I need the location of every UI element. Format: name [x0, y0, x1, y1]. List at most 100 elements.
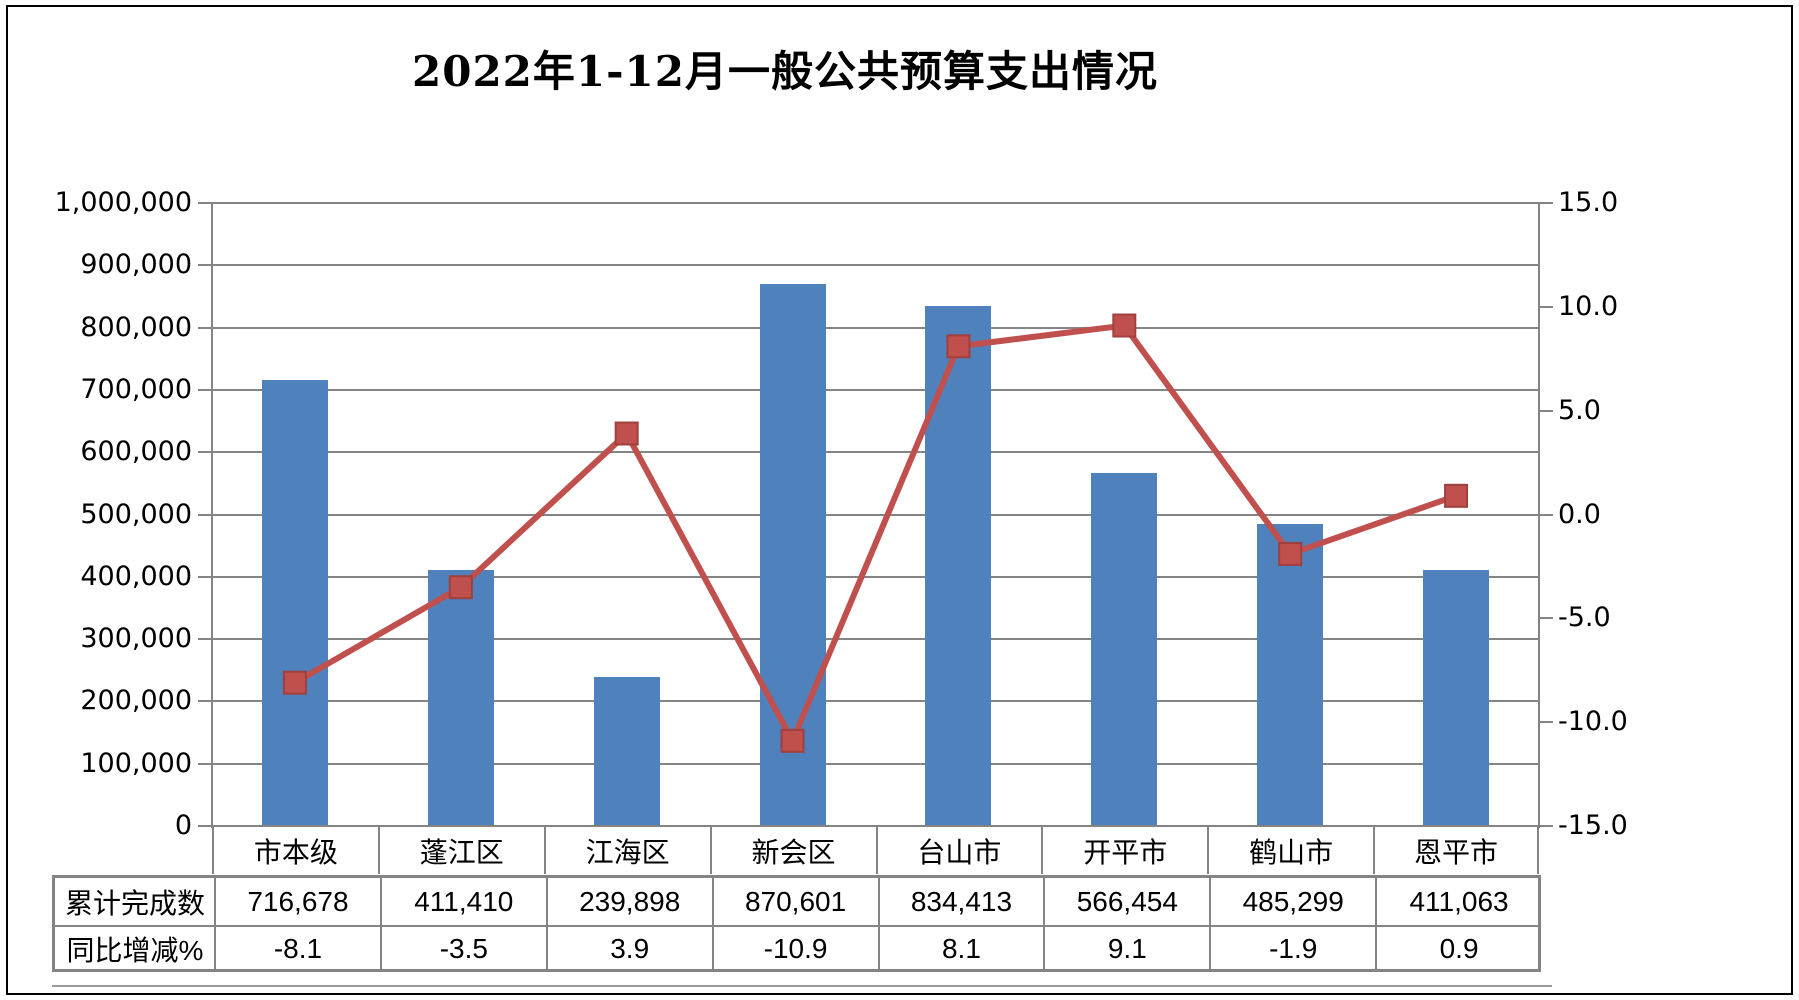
- left-axis-tick-label: 700,000: [80, 373, 192, 405]
- gridline: [212, 264, 1539, 267]
- category-label: 恩平市: [1373, 827, 1539, 874]
- right-axis-line: [1538, 203, 1540, 828]
- left-axis-tick-label: 100,000: [80, 747, 192, 779]
- table-cell: 485,299: [1242, 885, 1344, 917]
- gridline: [212, 638, 1539, 641]
- data-table: 累计完成数 716,678 411,410 239,898 870,601 834,413…: [52, 875, 1541, 972]
- right-tick: [1539, 513, 1553, 516]
- table-column-divider: [1043, 878, 1046, 969]
- table-row-divider: [55, 925, 1538, 927]
- bar: [593, 676, 660, 826]
- table-column-divider: [1209, 878, 1212, 969]
- bottom-axis-line: [198, 825, 1553, 827]
- right-axis-tick-label: 0.0: [1558, 498, 1601, 530]
- table-cell: -10.9: [763, 932, 828, 964]
- chart-title: 2022年1-12月一般公共预算支出情况: [412, 47, 1158, 96]
- left-axis-tick-label: 500,000: [80, 498, 192, 530]
- line-marker: [1278, 541, 1303, 566]
- line-marker: [1444, 483, 1469, 508]
- right-tick: [1539, 617, 1553, 620]
- left-tick: [198, 451, 212, 454]
- table-cell: 411,063: [1409, 885, 1509, 917]
- left-axis-tick-label: 600,000: [80, 436, 192, 468]
- line-marker: [780, 728, 805, 753]
- left-tick: [198, 513, 212, 516]
- right-axis-tick-label: -5.0: [1558, 602, 1611, 634]
- table-cell: -3.5: [439, 932, 488, 964]
- bar: [1091, 473, 1158, 826]
- bar: [427, 569, 494, 826]
- table-cell: -1.9: [1269, 932, 1318, 964]
- right-axis-tick-label: -10.0: [1558, 706, 1628, 738]
- left-axis-tick-label: 900,000: [80, 249, 192, 281]
- table-cell: 411,410: [414, 885, 514, 917]
- category-label: 鹤山市: [1207, 827, 1373, 874]
- category-label: 台山市: [875, 827, 1042, 874]
- left-tick: [198, 326, 212, 329]
- category-label: 蓬江区: [377, 827, 544, 874]
- bottom-rule: [52, 985, 1552, 987]
- table-cell: 239,898: [579, 885, 681, 917]
- gridline: [212, 202, 1539, 204]
- line-marker: [614, 421, 639, 446]
- line-marker: [946, 334, 971, 359]
- line-marker: [448, 575, 473, 600]
- table-cell: 8.1: [941, 932, 981, 964]
- category-label: 江海区: [543, 827, 710, 874]
- gridline: [212, 326, 1539, 329]
- gridline: [212, 762, 1539, 765]
- left-tick: [198, 388, 212, 391]
- category-label: 开平市: [1041, 827, 1207, 874]
- gridline: [212, 451, 1539, 454]
- table-row-header: 同比增减%: [66, 934, 204, 966]
- table-row-header: 累计完成数: [64, 887, 205, 919]
- table-cell: 9.1: [1107, 932, 1147, 964]
- right-tick: [1539, 202, 1553, 204]
- right-axis-tick-label: 10.0: [1558, 290, 1619, 322]
- left-tick: [198, 575, 212, 578]
- right-tick: [1539, 305, 1553, 308]
- line-series: [282, 313, 1469, 753]
- left-axis-tick-label: 200,000: [80, 685, 192, 717]
- left-tick: [198, 762, 212, 765]
- left-axis-tick-label: 800,000: [80, 311, 192, 343]
- table-column-divider: [877, 878, 880, 969]
- left-axis-line: [211, 203, 213, 828]
- right-axis-tick-label: -15.0: [1558, 810, 1628, 841]
- left-axis-tick-label: 400,000: [80, 560, 192, 592]
- bar: [261, 379, 328, 826]
- category-label: 市本级: [212, 827, 378, 874]
- left-axis-tick-label: 1,000,000: [54, 187, 192, 218]
- left-tick: [198, 264, 212, 267]
- left-axis-tick-label: 0: [174, 810, 192, 841]
- table-cell: 566,454: [1076, 885, 1178, 917]
- left-axis-tick-label: 300,000: [80, 623, 192, 655]
- line-marker: [282, 670, 307, 695]
- bar: [1423, 569, 1490, 826]
- line-marker: [1112, 313, 1137, 338]
- gridline: [212, 388, 1539, 391]
- gridline: [212, 700, 1539, 703]
- table-cell: 834,413: [910, 885, 1013, 917]
- table-column-divider: [545, 878, 548, 969]
- right-axis-tick-label: 15.0: [1558, 187, 1619, 218]
- left-tick: [198, 700, 212, 703]
- right-tick: [1539, 409, 1553, 412]
- category-label: 新会区: [709, 827, 876, 874]
- table-column-divider: [1375, 878, 1378, 969]
- table-cell: 0.9: [1439, 932, 1479, 964]
- line-path: [293, 322, 1458, 748]
- gridline: [212, 575, 1539, 578]
- left-tick: [198, 202, 212, 204]
- right-axis-tick-label: 5.0: [1558, 394, 1601, 426]
- table-column-divider: [379, 878, 382, 969]
- table-column-divider: [214, 878, 216, 969]
- right-tick: [1539, 721, 1553, 724]
- table-column-divider: [711, 878, 714, 969]
- table-cell: 3.9: [610, 932, 650, 964]
- left-tick: [198, 638, 212, 641]
- table-cell: 870,601: [744, 885, 847, 917]
- table-cell: -8.1: [273, 932, 323, 964]
- bar: [1257, 523, 1324, 826]
